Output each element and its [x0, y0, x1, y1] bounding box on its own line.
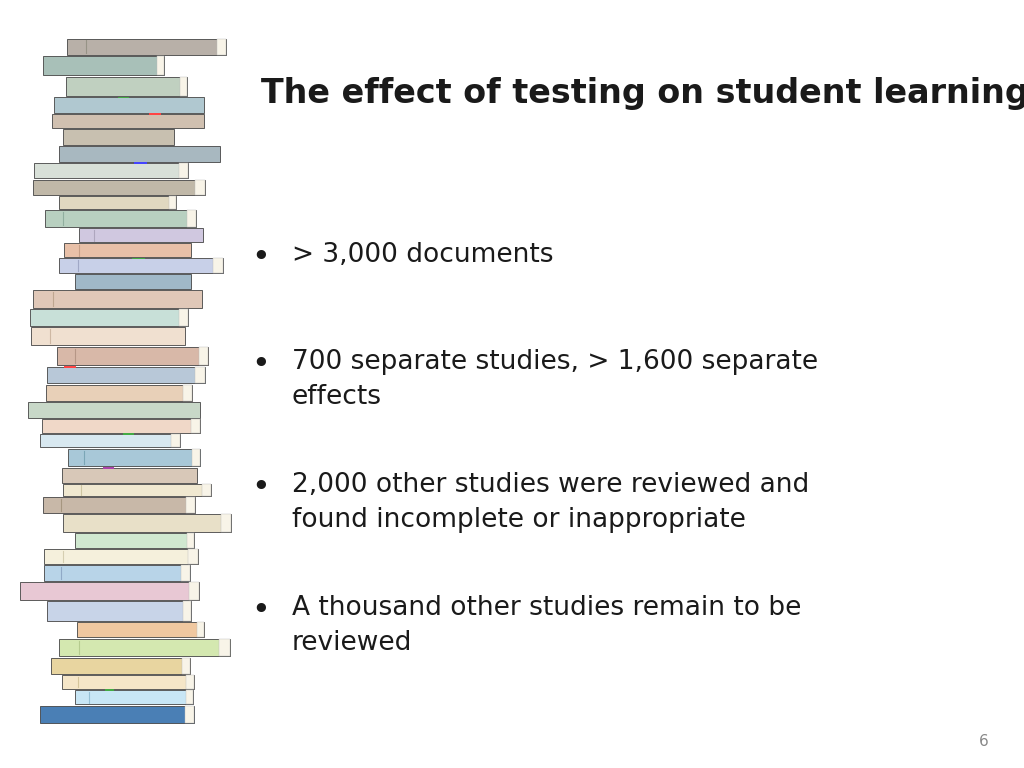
FancyBboxPatch shape	[47, 366, 205, 383]
FancyBboxPatch shape	[42, 419, 200, 432]
FancyBboxPatch shape	[104, 689, 115, 691]
Text: 2,000 other studies were reviewed and
found incomplete or inappropriate: 2,000 other studies were reviewed and fo…	[292, 472, 809, 533]
FancyBboxPatch shape	[197, 622, 205, 637]
FancyBboxPatch shape	[148, 113, 161, 115]
FancyBboxPatch shape	[54, 98, 204, 113]
FancyBboxPatch shape	[180, 77, 187, 96]
FancyBboxPatch shape	[65, 243, 191, 257]
FancyBboxPatch shape	[57, 346, 209, 365]
FancyBboxPatch shape	[221, 514, 231, 531]
FancyBboxPatch shape	[188, 582, 200, 600]
FancyBboxPatch shape	[131, 257, 144, 260]
FancyBboxPatch shape	[43, 565, 190, 581]
FancyBboxPatch shape	[58, 258, 222, 273]
Text: •: •	[252, 349, 270, 380]
FancyBboxPatch shape	[40, 434, 180, 447]
FancyBboxPatch shape	[19, 582, 200, 600]
FancyBboxPatch shape	[217, 38, 226, 55]
FancyBboxPatch shape	[179, 163, 188, 178]
FancyBboxPatch shape	[182, 658, 190, 674]
Text: > 3,000 documents: > 3,000 documents	[292, 242, 553, 268]
FancyBboxPatch shape	[186, 498, 196, 512]
FancyBboxPatch shape	[62, 514, 231, 531]
FancyBboxPatch shape	[196, 366, 205, 383]
FancyBboxPatch shape	[33, 180, 205, 195]
FancyBboxPatch shape	[75, 533, 194, 548]
FancyBboxPatch shape	[62, 484, 211, 496]
FancyBboxPatch shape	[157, 56, 164, 75]
FancyBboxPatch shape	[40, 706, 195, 723]
Text: 700 separate studies, > 1,600 separate
effects: 700 separate studies, > 1,600 separate e…	[292, 349, 818, 410]
FancyBboxPatch shape	[171, 434, 180, 447]
FancyBboxPatch shape	[75, 690, 193, 704]
FancyBboxPatch shape	[68, 38, 226, 55]
FancyBboxPatch shape	[123, 433, 134, 435]
FancyBboxPatch shape	[43, 498, 196, 512]
FancyBboxPatch shape	[182, 601, 191, 621]
FancyBboxPatch shape	[62, 468, 197, 482]
FancyBboxPatch shape	[47, 601, 191, 621]
FancyBboxPatch shape	[63, 366, 77, 368]
Text: •: •	[252, 242, 270, 273]
FancyBboxPatch shape	[59, 146, 220, 162]
FancyBboxPatch shape	[103, 467, 114, 468]
FancyBboxPatch shape	[186, 690, 193, 704]
FancyBboxPatch shape	[181, 565, 190, 581]
FancyBboxPatch shape	[77, 622, 205, 637]
FancyBboxPatch shape	[45, 385, 191, 401]
FancyBboxPatch shape	[186, 533, 194, 548]
FancyBboxPatch shape	[61, 675, 195, 689]
FancyBboxPatch shape	[44, 549, 198, 564]
FancyBboxPatch shape	[33, 290, 203, 308]
FancyBboxPatch shape	[62, 130, 174, 144]
FancyBboxPatch shape	[188, 549, 198, 564]
FancyBboxPatch shape	[195, 180, 205, 195]
Text: •: •	[252, 472, 270, 503]
FancyBboxPatch shape	[219, 639, 229, 657]
FancyBboxPatch shape	[203, 484, 211, 496]
FancyBboxPatch shape	[31, 310, 188, 326]
FancyBboxPatch shape	[43, 56, 164, 75]
FancyBboxPatch shape	[169, 196, 176, 209]
FancyBboxPatch shape	[178, 310, 188, 326]
FancyBboxPatch shape	[59, 196, 176, 209]
FancyBboxPatch shape	[183, 385, 191, 401]
FancyBboxPatch shape	[186, 210, 196, 227]
FancyBboxPatch shape	[69, 449, 200, 466]
FancyBboxPatch shape	[190, 419, 200, 432]
FancyBboxPatch shape	[52, 114, 204, 128]
FancyBboxPatch shape	[34, 163, 188, 178]
Text: The effect of testing on student learning: The effect of testing on student learnin…	[261, 77, 1024, 110]
FancyBboxPatch shape	[45, 210, 196, 227]
FancyBboxPatch shape	[134, 162, 146, 164]
FancyBboxPatch shape	[58, 639, 229, 657]
FancyBboxPatch shape	[79, 228, 203, 242]
FancyBboxPatch shape	[118, 97, 129, 98]
FancyBboxPatch shape	[213, 258, 222, 273]
FancyBboxPatch shape	[200, 346, 209, 365]
FancyBboxPatch shape	[28, 402, 200, 419]
Text: •: •	[252, 595, 270, 626]
FancyBboxPatch shape	[51, 658, 190, 674]
FancyBboxPatch shape	[66, 77, 187, 96]
FancyBboxPatch shape	[31, 327, 185, 345]
FancyBboxPatch shape	[75, 274, 190, 289]
Text: A thousand other studies remain to be
reviewed: A thousand other studies remain to be re…	[292, 595, 801, 656]
FancyBboxPatch shape	[185, 706, 195, 723]
FancyBboxPatch shape	[186, 675, 195, 689]
FancyBboxPatch shape	[191, 449, 200, 466]
Text: 6: 6	[978, 733, 988, 749]
